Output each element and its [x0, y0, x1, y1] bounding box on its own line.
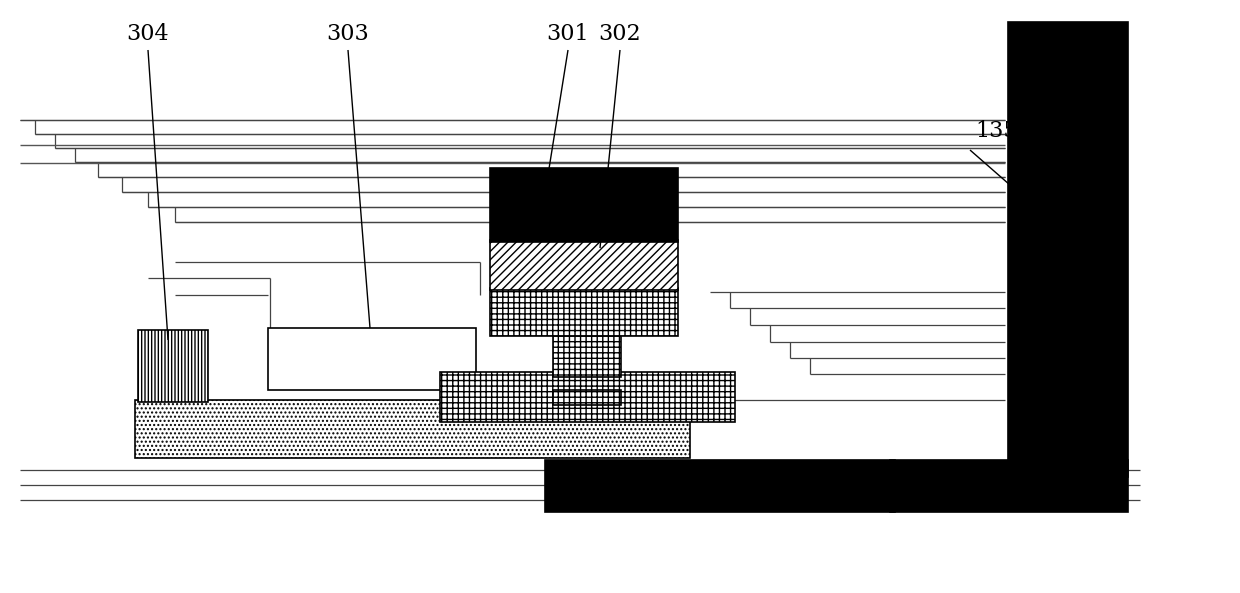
Text: 301: 301: [547, 23, 589, 45]
Bar: [490, 168, 678, 242]
Bar: [890, 460, 1128, 512]
Text: 302: 302: [599, 23, 641, 45]
Bar: [490, 288, 678, 336]
Bar: [138, 330, 208, 402]
Bar: [135, 400, 689, 458]
Bar: [268, 328, 476, 390]
Bar: [553, 332, 621, 377]
Bar: [553, 390, 621, 405]
Text: 303: 303: [326, 23, 370, 45]
Bar: [546, 460, 895, 512]
Text: 304: 304: [126, 23, 170, 45]
Bar: [440, 372, 735, 422]
Text: 135: 135: [975, 120, 1018, 142]
Bar: [1008, 22, 1128, 477]
Bar: [490, 240, 678, 290]
